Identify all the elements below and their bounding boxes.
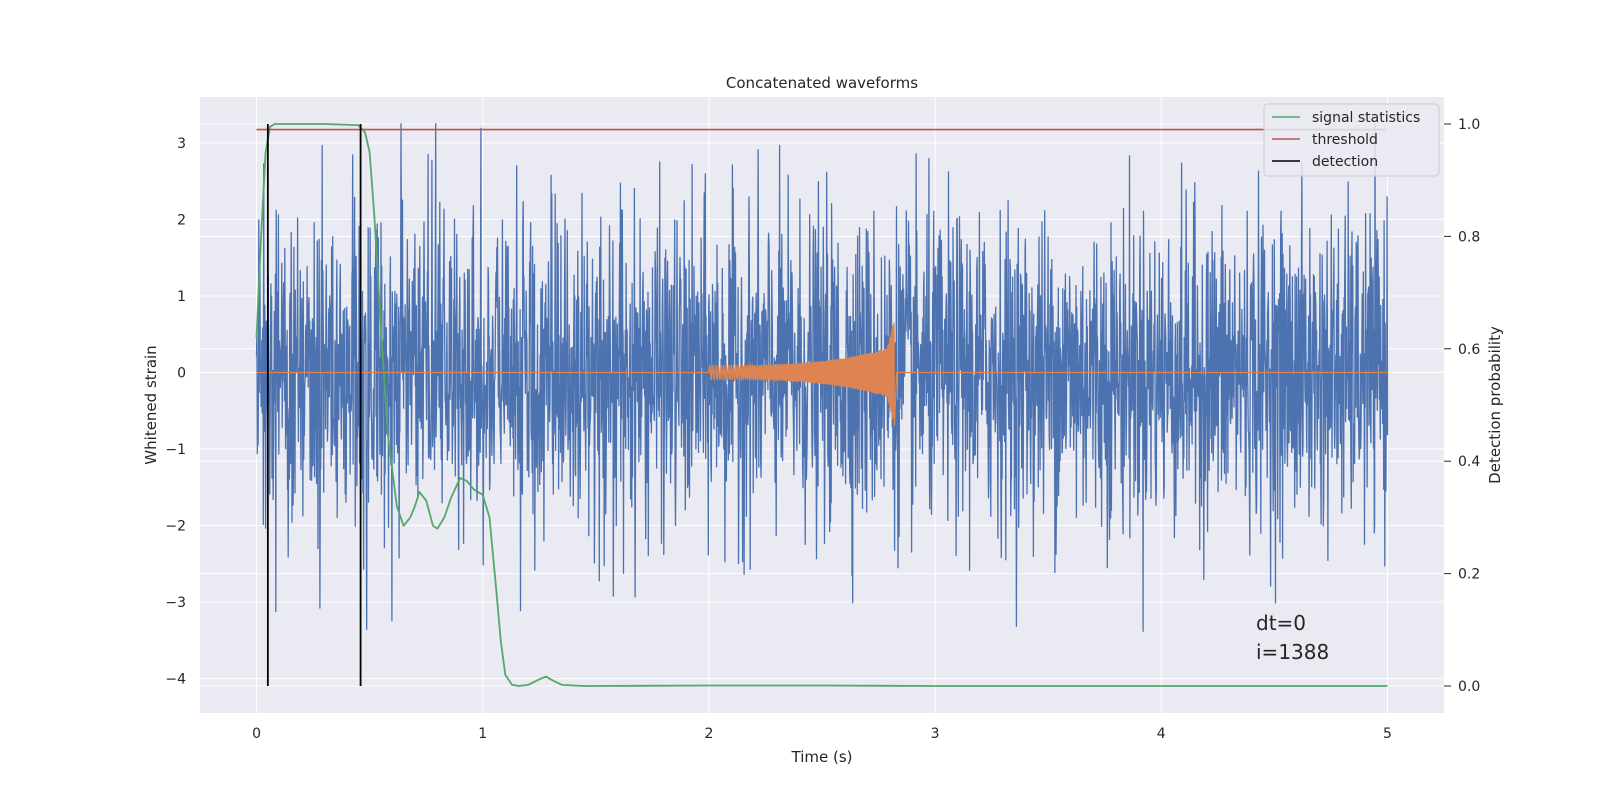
legend-label-signal-statistics: signal statistics: [1312, 110, 1420, 126]
legend-box: [1263, 103, 1440, 177]
y-tick-label-6: 2: [177, 212, 186, 228]
chart-title: Concatenated waveforms: [726, 74, 918, 92]
legend-label-detection: detection: [1312, 154, 1378, 170]
x-tick-label-3: 3: [931, 726, 940, 742]
y2-tick-label-0: 0.0: [1458, 679, 1480, 695]
series-signal-statistics: [255, 123, 1388, 687]
y-tick-label-4: 0: [177, 365, 186, 381]
data-layer: [255, 123, 1389, 687]
x-tick-label-4: 4: [1157, 726, 1166, 742]
x-axis-label: Time (s): [791, 748, 853, 766]
y2-tick-label-2: 0.4: [1458, 454, 1480, 470]
annotation-index: i=1388: [1256, 640, 1329, 664]
y-tick-label-0: −4: [165, 672, 186, 688]
x-tick-label-0: 0: [252, 726, 261, 742]
ticks: 0 1 2 3 4 5 −4 −3 −2 −1 0 1 2 3 0.0 0.2 0.4 0.6 0.8 1.0: [165, 117, 1480, 742]
y2-tick-label-4: 0.8: [1458, 229, 1480, 245]
y-tick-label-1: −3: [165, 595, 186, 611]
y2-axis-label: Detection probability: [1486, 326, 1504, 484]
y2-tick-label-5: 1.0: [1458, 117, 1480, 133]
y-tick-label-3: −1: [165, 442, 186, 458]
y-axis-label: Whitened strain: [142, 345, 160, 464]
y2-tick-label-1: 0.2: [1458, 567, 1480, 583]
x-tick-label-2: 2: [704, 726, 713, 742]
legend-label-threshold: threshold: [1312, 132, 1378, 148]
y-tick-label-5: 1: [177, 289, 186, 305]
y-tick-label-2: −2: [165, 519, 186, 535]
series-template: [256, 322, 1388, 426]
y-tick-label-7: 3: [177, 136, 186, 152]
legend: signal statistics threshold detection: [1263, 103, 1440, 177]
x-tick-label-1: 1: [478, 726, 487, 742]
y2-tick-label-3: 0.6: [1458, 342, 1480, 358]
x-tick-label-5: 5: [1383, 726, 1392, 742]
annotation-dt: dt=0: [1256, 611, 1306, 635]
